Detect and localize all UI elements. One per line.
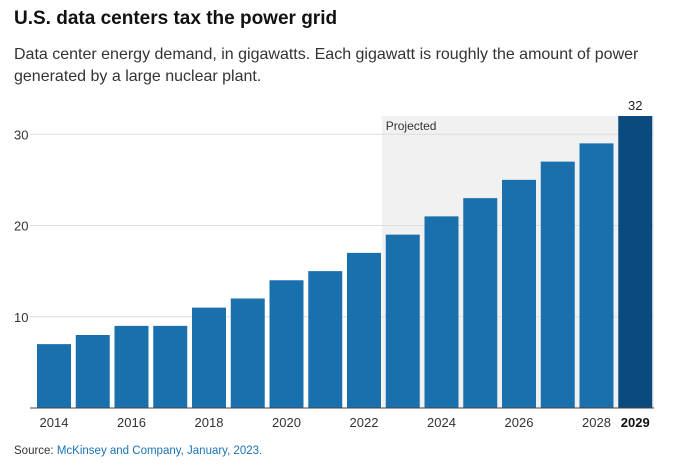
projected-label: Projected [386, 119, 437, 133]
x-tick-label: 2014 [40, 415, 69, 430]
x-tick-label: 2026 [505, 415, 534, 430]
bar-2025 [463, 198, 498, 408]
bar-2024 [424, 216, 459, 408]
x-tick-label: 2022 [350, 415, 379, 430]
chart-title: U.S. data centers tax the power grid [14, 8, 338, 29]
x-tick-label: 2028 [582, 415, 611, 430]
bar-2018 [192, 307, 226, 408]
source-note: Source: McKinsey and Company, January, 2… [14, 445, 262, 457]
bar-2029 [618, 116, 653, 408]
bar-2026 [502, 179, 536, 408]
source-label: Source: [14, 445, 54, 457]
bar-2020 [269, 280, 304, 408]
bar-2017 [153, 325, 188, 408]
source-link[interactable]: McKinsey and Company, January, 2023. [56, 445, 263, 457]
x-tick-label: 2029 [621, 415, 650, 430]
value-label-2029: 32 [628, 98, 642, 113]
bar-2027 [540, 161, 575, 408]
bar-2015 [75, 335, 110, 408]
x-tick-label: 2020 [272, 415, 301, 430]
x-tick-label: 2024 [427, 415, 456, 430]
bar-chart: Projected 10 20 30 32 2014 2016 2018 2020 2022 202… [14, 98, 654, 430]
bar-2028 [579, 143, 614, 408]
x-tick-label: 2016 [117, 415, 146, 430]
bar-2014 [37, 344, 71, 408]
bar-2023 [385, 234, 420, 408]
bar-2022 [347, 252, 381, 408]
bar-2016 [114, 325, 149, 408]
y-tick-label: 10 [14, 310, 28, 325]
bar-2019 [230, 298, 265, 408]
y-tick-label: 20 [14, 219, 28, 234]
x-tick-label: 2018 [195, 415, 224, 430]
bar-2021 [308, 271, 343, 408]
y-tick-label: 30 [14, 127, 28, 142]
chart-subtitle: Data center energy demand, in gigawatts.… [14, 46, 639, 85]
